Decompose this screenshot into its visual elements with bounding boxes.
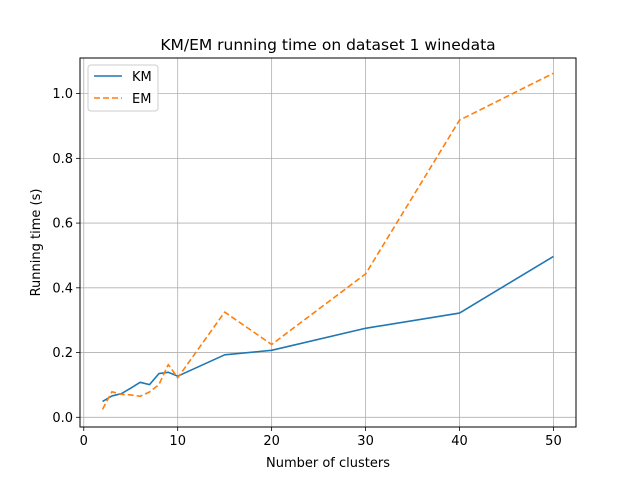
legend-label-em: EM bbox=[132, 92, 151, 107]
series-lines bbox=[101, 72, 554, 410]
chart-title: KM/EM running time on dataset 1 winedata bbox=[160, 36, 495, 54]
y-tick-label: 0.0 bbox=[52, 411, 73, 426]
legend: KM EM bbox=[87, 64, 159, 112]
y-tick-label: 0.8 bbox=[52, 152, 73, 167]
y-tick-label: 0.6 bbox=[52, 217, 73, 232]
x-tick-label: 20 bbox=[263, 434, 280, 449]
x-tick-label: 40 bbox=[451, 434, 468, 449]
y-tick-label: 0.4 bbox=[52, 281, 73, 296]
axis-ticks: 0 10 20 30 40 50 0.0 0.2 0.4 0.6 0.8 1.0 bbox=[52, 87, 561, 449]
x-axis-label: Number of clusters bbox=[266, 456, 390, 471]
y-tick-label: 0.2 bbox=[52, 346, 73, 361]
legend-label-km: KM bbox=[132, 70, 152, 85]
y-axis-label: Running time (s) bbox=[29, 189, 44, 297]
grid bbox=[80, 58, 576, 427]
x-tick-label: 10 bbox=[169, 434, 186, 449]
x-tick-label: 30 bbox=[357, 434, 374, 449]
y-tick-label: 1.0 bbox=[52, 87, 73, 102]
series-line-em bbox=[101, 72, 554, 410]
x-tick-label: 0 bbox=[80, 434, 88, 449]
x-tick-label: 50 bbox=[545, 434, 562, 449]
plot-frame bbox=[79, 57, 577, 428]
